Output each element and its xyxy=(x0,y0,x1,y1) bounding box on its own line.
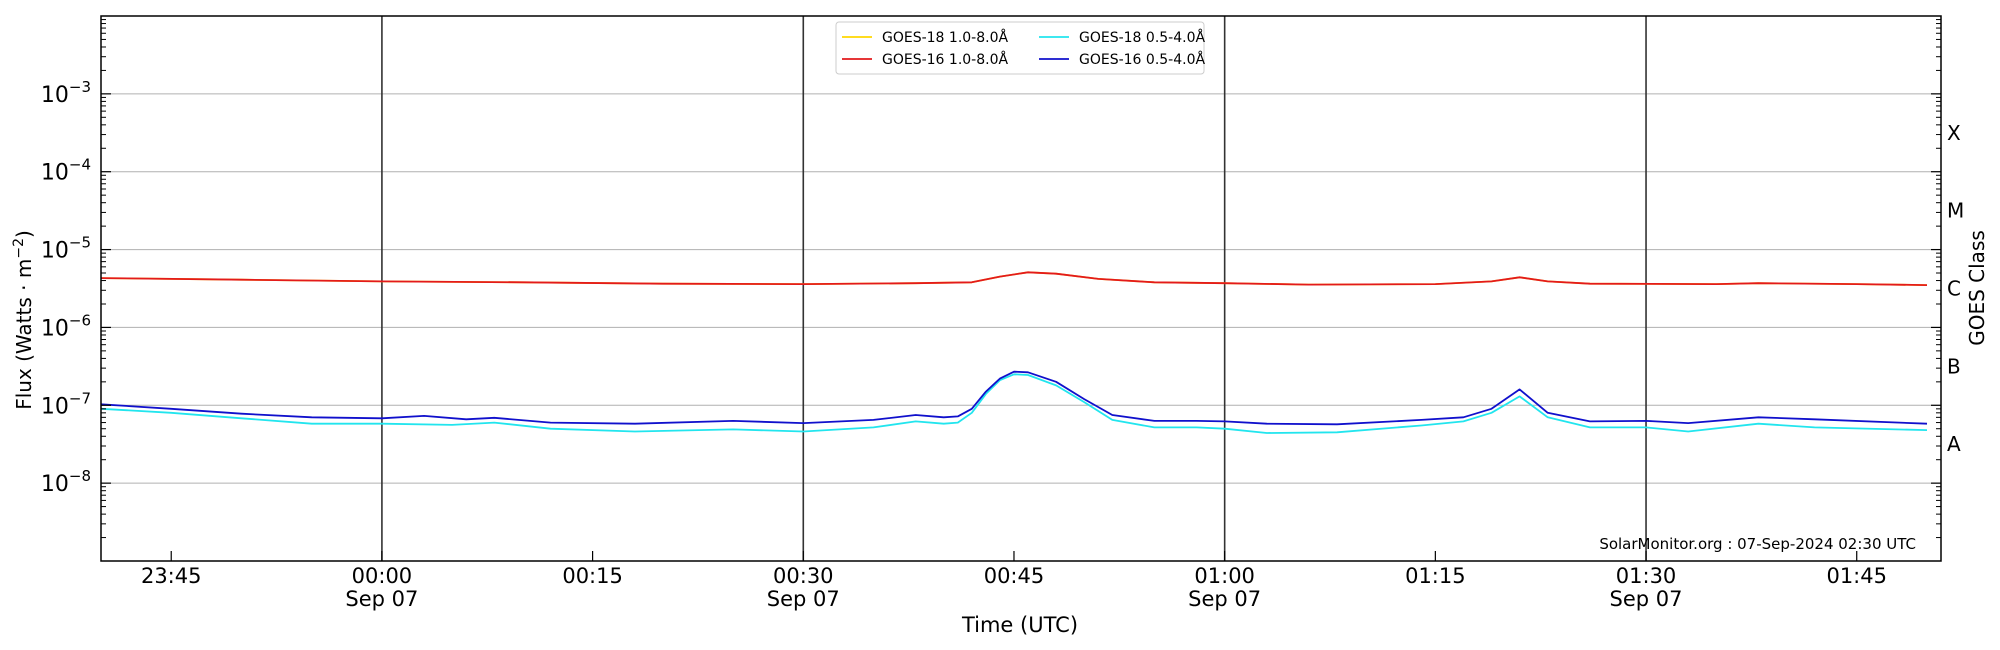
y-tick-base: 10 xyxy=(41,83,69,108)
y-tick-label: 10−6 xyxy=(41,311,91,341)
y-tick-base: 10 xyxy=(41,239,69,264)
x-tick-label: 00:00 xyxy=(352,564,413,588)
y-tick-exponent: −4 xyxy=(69,156,91,174)
legend-box xyxy=(835,21,1205,75)
x-tick-date-label: Sep 07 xyxy=(1188,587,1261,611)
legend-label: GOES-16 1.0-8.0Å xyxy=(882,51,1008,68)
y-axis-title-main: Flux (Watts · m xyxy=(12,259,36,410)
legend-label: GOES-16 0.5-4.0Å xyxy=(1079,51,1205,68)
goes-class-label: A xyxy=(1947,432,1961,456)
y-tick-label: 10−4 xyxy=(41,156,91,186)
goes-class-label: M xyxy=(1947,199,1964,223)
y-axis-title: Flux (Watts · m−2) xyxy=(11,230,36,410)
series-line-4 xyxy=(100,370,1928,426)
legend-label: GOES-18 0.5-4.0Å xyxy=(1079,29,1205,46)
y-tick-labels: 10−810−710−610−510−410−3 xyxy=(41,78,91,497)
y-tick-exponent: −8 xyxy=(69,467,91,485)
y-tick-base: 10 xyxy=(41,316,69,341)
y-tick-exponent: −3 xyxy=(69,78,91,96)
series-lines xyxy=(100,271,1928,434)
goes-class-label: B xyxy=(1947,354,1961,378)
y-axis-title-close: ) xyxy=(12,230,36,238)
grid-lines xyxy=(101,93,1941,484)
y-tick-base: 10 xyxy=(41,472,69,497)
series-line-2 xyxy=(100,271,1928,286)
y-tick-base: 10 xyxy=(41,161,69,186)
secondary-y-axis-title: GOES Class xyxy=(1965,230,1989,346)
x-tick-label: 01:45 xyxy=(1826,564,1887,588)
day-marker-lines xyxy=(381,16,1647,561)
x-tick-date-label: Sep 07 xyxy=(767,587,840,611)
legend-label: GOES-18 1.0-8.0Å xyxy=(882,29,1008,46)
source-annotation: SolarMonitor.org : 07-Sep-2024 02:30 UTC xyxy=(1599,535,1916,553)
legend: GOES-18 1.0-8.0Å GOES-16 1.0-8.0Å GOES-18 … xyxy=(835,21,1205,75)
series-line-3 xyxy=(100,373,1928,434)
axis-ticks xyxy=(101,19,1941,561)
x-tick-date-label: Sep 07 xyxy=(345,587,418,611)
goes-class-labels: A B C M X xyxy=(1947,121,1964,456)
y-tick-label: 10−5 xyxy=(41,234,91,264)
x-tick-label: 01:15 xyxy=(1405,564,1466,588)
x-tick-label: 00:45 xyxy=(984,564,1045,588)
goes-class-label: C xyxy=(1947,277,1961,301)
y-tick-label: 10−8 xyxy=(41,467,91,497)
x-tick-label: 23:45 xyxy=(141,564,202,588)
x-tick-label: 00:30 xyxy=(773,564,834,588)
y-axis-title-superscript: −2 xyxy=(11,238,27,259)
x-tick-date-label: Sep 07 xyxy=(1610,587,1683,611)
y-tick-exponent: −5 xyxy=(69,234,91,252)
y-tick-label: 10−3 xyxy=(41,78,91,108)
x-tick-label: 00:15 xyxy=(562,564,623,588)
plot-frame xyxy=(100,15,1942,562)
y-tick-exponent: −6 xyxy=(69,311,91,329)
y-tick-label: 10−7 xyxy=(41,389,91,419)
y-tick-exponent: −7 xyxy=(69,389,91,407)
x-tick-label: 01:30 xyxy=(1616,564,1677,588)
goes-class-label: X xyxy=(1947,121,1961,145)
x-axis-title: Time (UTC) xyxy=(961,613,1078,637)
y-tick-base: 10 xyxy=(41,394,69,419)
x-tick-label: 01:00 xyxy=(1194,564,1255,588)
